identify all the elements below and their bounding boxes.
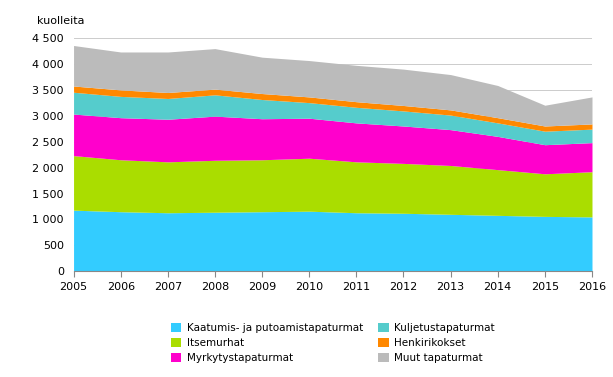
Text: kuolleita: kuolleita — [37, 16, 85, 26]
Legend: Kaatumis- ja putoamistapaturmat, Itsemurhat, Myrkytystapaturmat, Kuljetustapatur: Kaatumis- ja putoamistapaturmat, Itsemur… — [167, 319, 499, 368]
